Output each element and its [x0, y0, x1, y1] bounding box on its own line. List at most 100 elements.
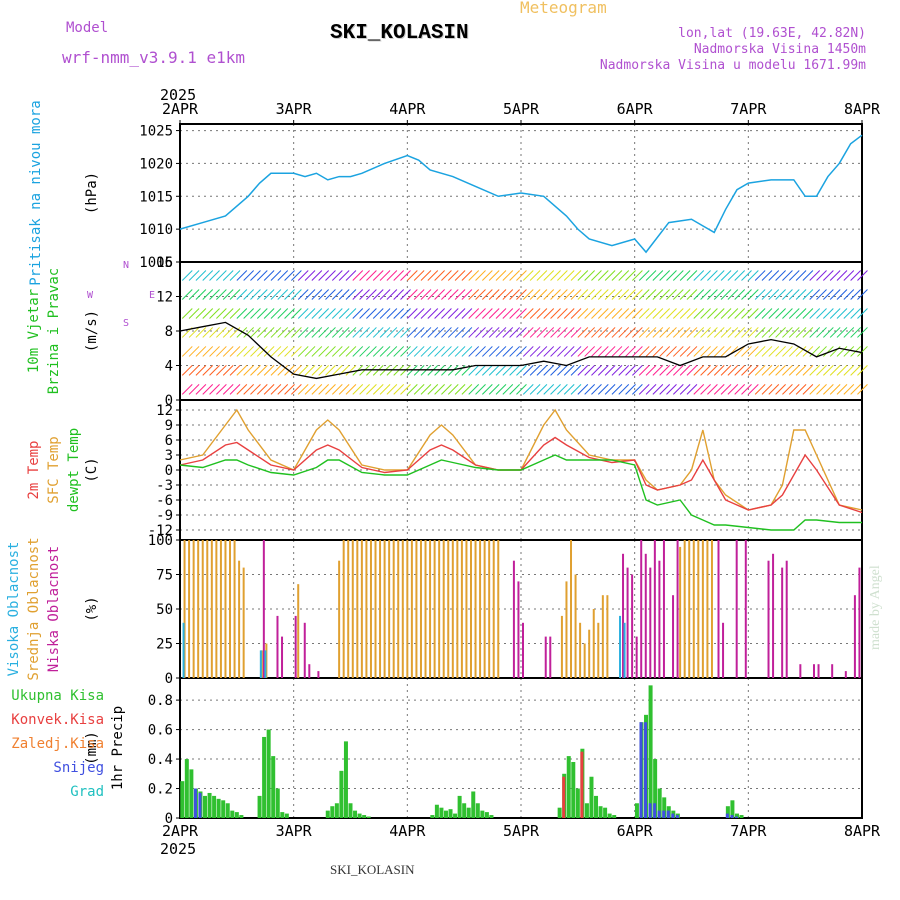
- mid-cloud-bar: [701, 540, 704, 678]
- mid-cloud-bar: [233, 540, 236, 678]
- mid-cloud-bar: [419, 540, 422, 678]
- wind-barb: [597, 270, 609, 281]
- wind-barb: [393, 384, 405, 395]
- wind-barb: [829, 270, 841, 281]
- wind-barb: [652, 308, 664, 319]
- wind-barb: [802, 384, 814, 395]
- wind-barb: [297, 346, 309, 357]
- wind-barb: [318, 365, 330, 376]
- wind-barb: [181, 308, 193, 319]
- wind-barb: [202, 270, 214, 281]
- wind-barb: [236, 346, 248, 357]
- wind-barb: [775, 308, 786, 319]
- panel-1: 1005 1010 1015 1020 1025 (hPa): [84, 123, 863, 271]
- wind-barb: [222, 327, 234, 338]
- wind-barb: [475, 384, 486, 395]
- wind-barb: [488, 346, 500, 357]
- precip-total-bar: [257, 795, 262, 818]
- wind-barb: [584, 365, 596, 376]
- wind-barb: [597, 346, 609, 357]
- wind-barb: [250, 327, 261, 338]
- wind-barb: [345, 327, 357, 338]
- wind-barb: [618, 270, 630, 281]
- wind-barb: [816, 289, 827, 300]
- precip-total-bar: [262, 736, 267, 818]
- precip-total-bar: [225, 803, 230, 818]
- wind-barb: [795, 270, 807, 281]
- wind-barb: [318, 308, 330, 319]
- wind-barb: [611, 289, 623, 300]
- wind-barb: [632, 289, 643, 300]
- low-cloud-bar: [844, 671, 847, 678]
- mid-cloud-bar: [579, 622, 582, 678]
- cloud-axis-label-1: Visoka Oblacnost: [6, 542, 22, 677]
- precip-total-bar: [453, 813, 458, 818]
- wind-barb: [297, 308, 309, 319]
- wind-barb: [509, 270, 520, 281]
- wind-barb: [604, 384, 616, 395]
- precip-snow-bar: [648, 803, 652, 818]
- wind-barb: [788, 308, 800, 319]
- wind-barb: [768, 365, 780, 376]
- wind-barb: [584, 308, 596, 319]
- wind-barb: [284, 327, 295, 338]
- precip-total-bar: [557, 807, 562, 818]
- wind-barb: [645, 289, 657, 300]
- precip-axis-label: 1hr Precip: [110, 706, 126, 790]
- precip-total-bar: [330, 806, 335, 818]
- wind-barb: [754, 289, 766, 300]
- low-cloud-bar: [522, 622, 524, 678]
- mid-cloud-bar: [397, 540, 400, 678]
- wind-barb: [836, 346, 848, 357]
- wind-barb: [277, 289, 289, 300]
- wind-barb: [843, 308, 855, 319]
- mid-cloud-bar: [679, 546, 682, 678]
- precip-total-bar: [480, 810, 485, 818]
- y-tick-label: 3: [165, 448, 173, 464]
- wind-barb: [502, 270, 514, 281]
- low-cloud-bar: [658, 560, 661, 678]
- precip-total-bar: [475, 803, 480, 818]
- wind-barb: [768, 346, 780, 357]
- wind-barb: [475, 346, 486, 357]
- precip-snow-bar: [198, 792, 202, 818]
- wind-barb: [836, 289, 848, 300]
- wind-barb: [577, 289, 589, 300]
- x-tick-label-bottom: 7APR: [730, 822, 767, 840]
- wind-barb: [741, 365, 752, 376]
- wind-barb: [850, 289, 861, 300]
- wind-barb: [857, 327, 868, 338]
- precip-total-bar: [430, 815, 435, 818]
- mid-cloud-bar: [229, 540, 232, 678]
- wind-barb: [550, 327, 561, 338]
- low-cloud-bar: [626, 567, 629, 678]
- wind-barb: [672, 346, 684, 357]
- wind-barb: [379, 308, 391, 319]
- mid-cloud-bar: [197, 540, 200, 678]
- wind-barb: [325, 270, 336, 281]
- wind-barb: [427, 308, 439, 319]
- wind-barb: [679, 308, 691, 319]
- wind-dir-n: N: [123, 260, 129, 271]
- wind-barb: [502, 308, 514, 319]
- mid-cloud-bar: [374, 540, 377, 678]
- wind-barb: [850, 270, 861, 281]
- wind-barb: [632, 365, 643, 376]
- wind-barb: [795, 289, 807, 300]
- wind-barb: [679, 327, 691, 338]
- wind-barb: [202, 289, 214, 300]
- y-tick-label: 25: [156, 637, 173, 653]
- wind-barb: [557, 365, 568, 376]
- temp-axis-label-3: dewpt Temp: [66, 428, 82, 512]
- wind-barb: [188, 270, 200, 281]
- y-tick-label: 0.8: [148, 693, 173, 709]
- wind-barb: [352, 270, 364, 281]
- wind-barb: [625, 346, 636, 357]
- wind-barb: [741, 327, 752, 338]
- mid-cloud-bar: [447, 540, 450, 678]
- mid-cloud-bar: [351, 540, 354, 678]
- wind-barb: [488, 289, 500, 300]
- wind-barb: [632, 346, 643, 357]
- wind-barb: [413, 289, 425, 300]
